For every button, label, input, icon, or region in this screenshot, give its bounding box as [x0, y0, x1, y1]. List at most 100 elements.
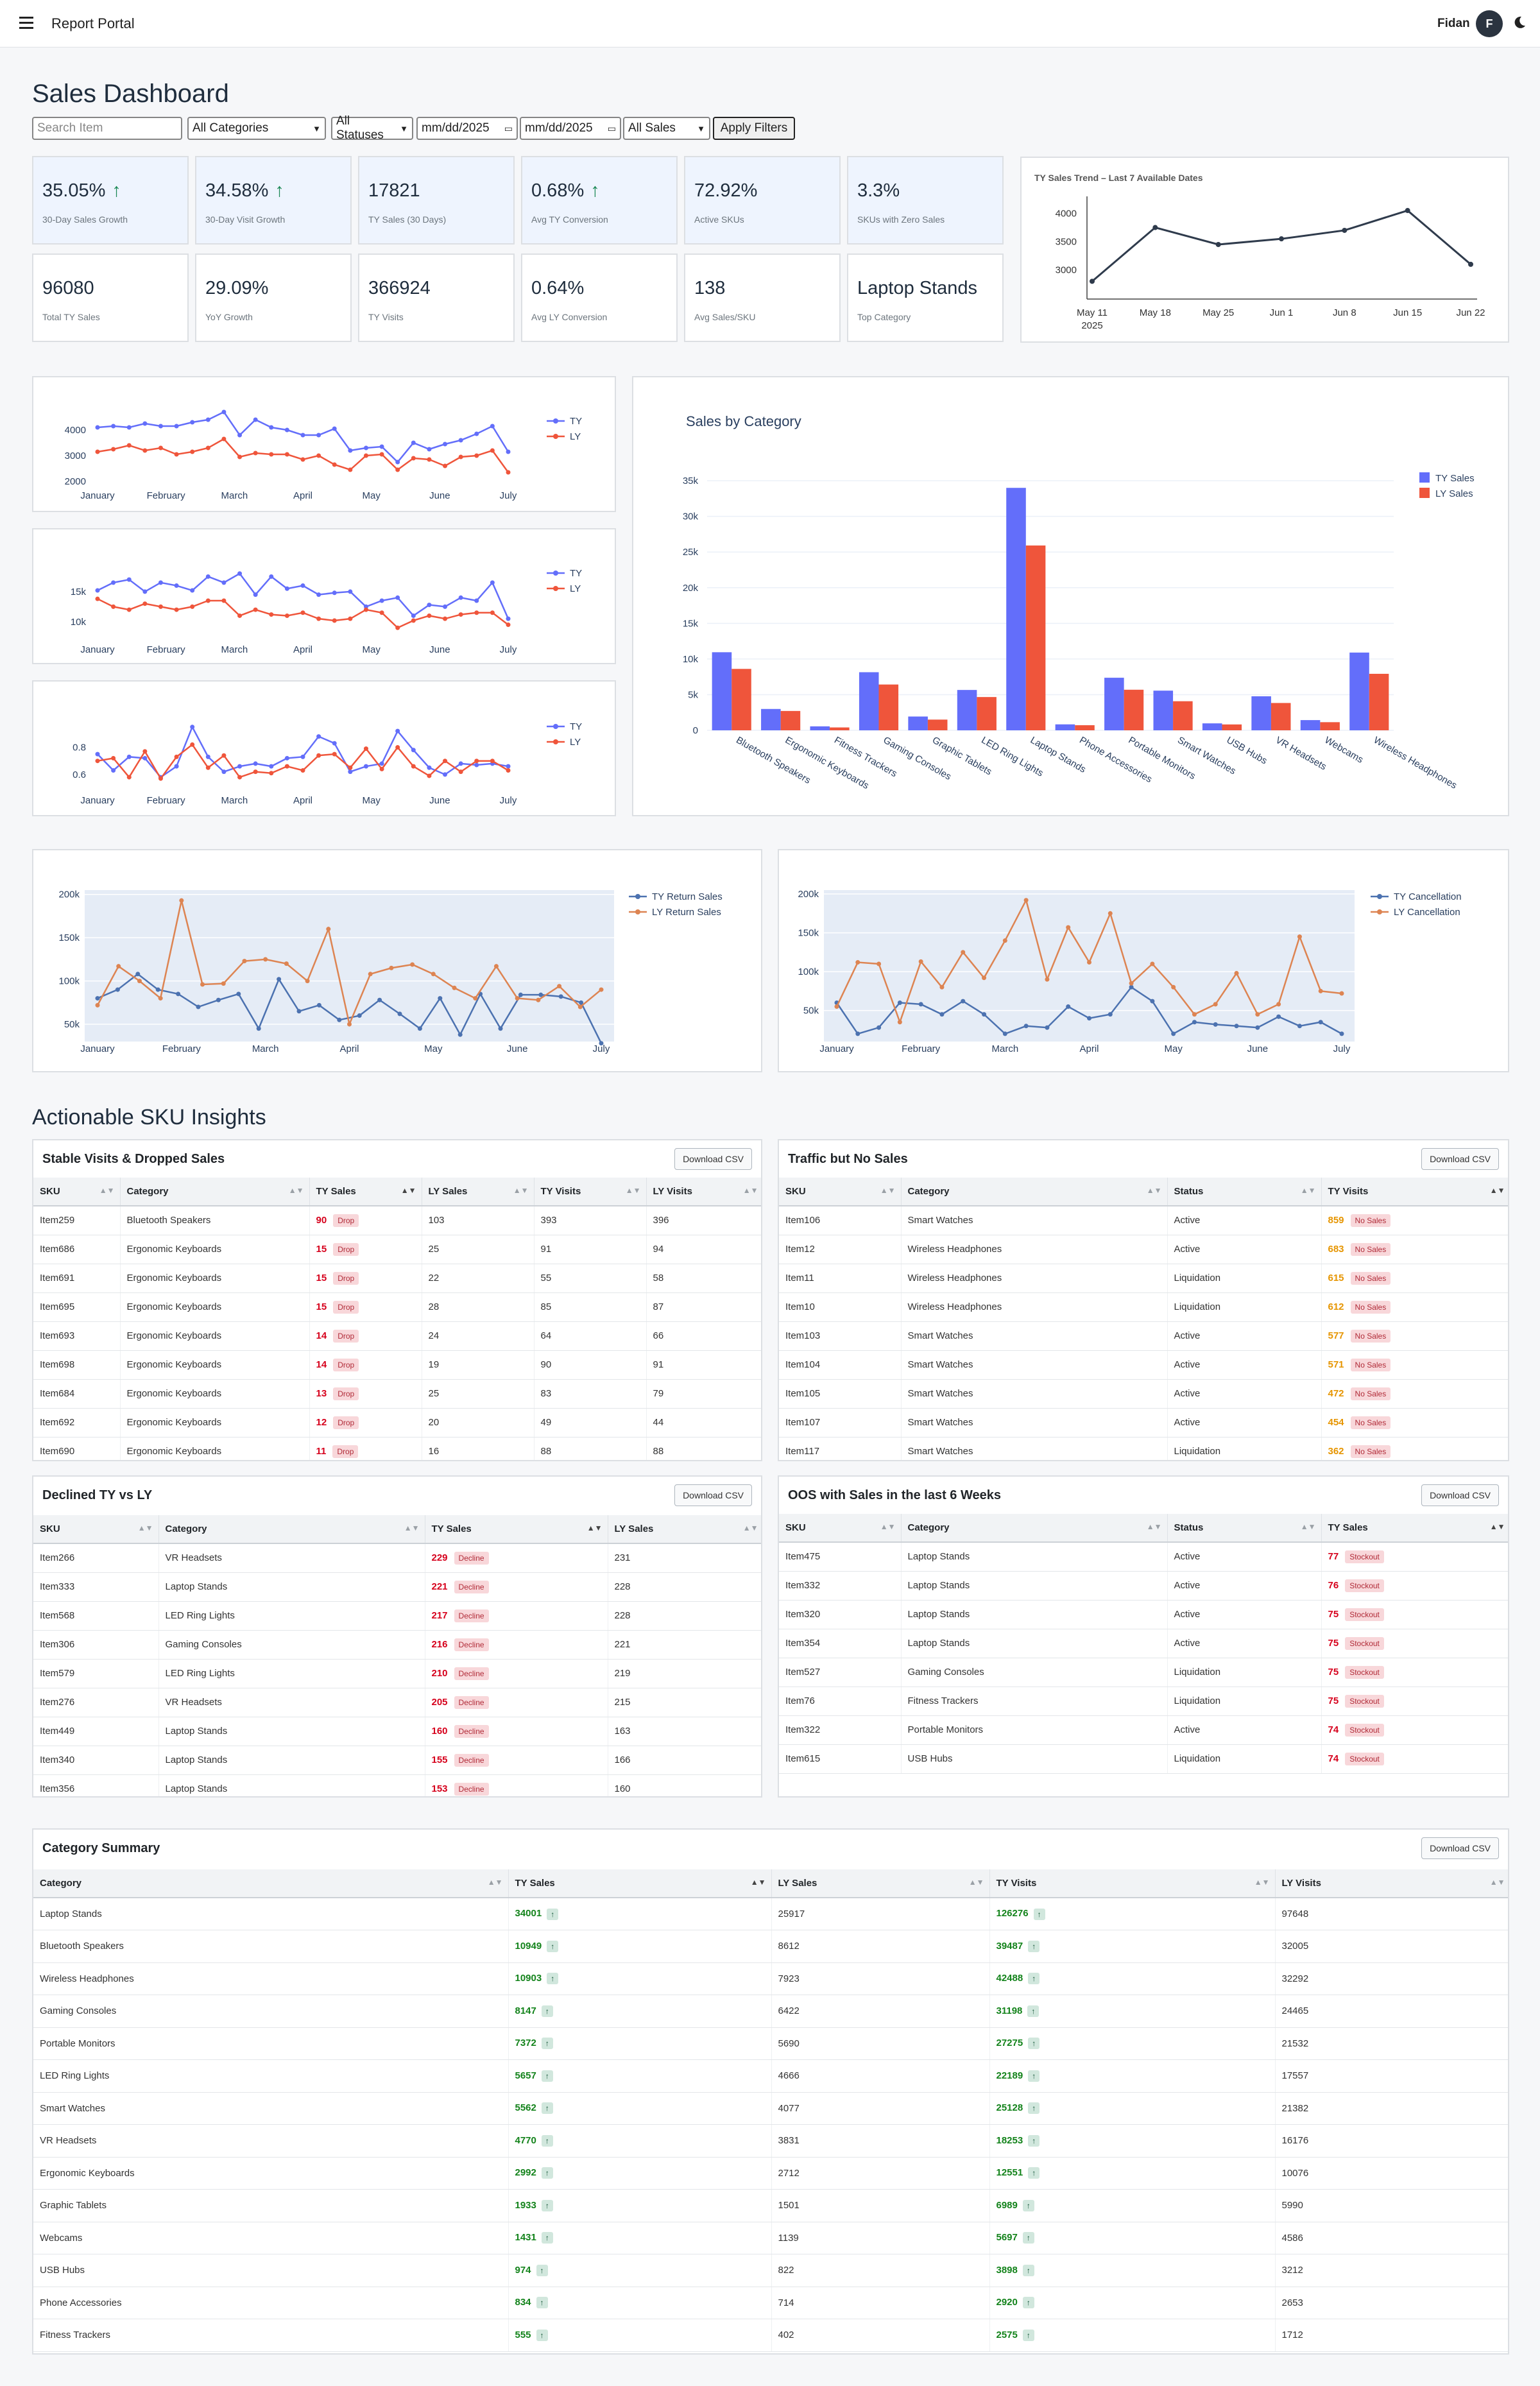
table-row[interactable]: Item684 Ergonomic Keyboards 13 Drop 25 83 79 [33, 1379, 761, 1409]
bar-ly[interactable] [878, 684, 899, 730]
column-header[interactable]: TY Sales ▲▼ [1321, 1514, 1508, 1543]
column-header[interactable]: LY Sales ▲▼ [771, 1869, 990, 1898]
column-header[interactable]: Category ▲▼ [158, 1515, 425, 1544]
bar-ty[interactable] [1202, 723, 1222, 730]
bar-ly[interactable] [830, 727, 850, 730]
bar-ly[interactable] [732, 669, 751, 730]
bar-ty[interactable] [1006, 488, 1026, 730]
table-row[interactable]: LED Ring Lights 5657 ↑ 4666 22189 ↑ 17557 [33, 2059, 1508, 2093]
sort-icon[interactable]: ▲▼ [99, 1186, 115, 1195]
moon-icon[interactable] [1512, 15, 1527, 30]
table-row[interactable]: Item306 Gaming Consoles 216 Decline 221 [33, 1630, 761, 1660]
column-header[interactable]: Category ▲▼ [120, 1178, 310, 1206]
sort-icon[interactable]: ▲▼ [513, 1186, 529, 1195]
bar-ty[interactable] [1104, 678, 1124, 730]
bar-ly[interactable] [927, 719, 948, 730]
column-header[interactable]: SKU ▲▼ [33, 1515, 159, 1544]
table-row[interactable]: Item106 Smart Watches Active 859 No Sales [779, 1206, 1508, 1235]
sort-icon[interactable]: ▲▼ [586, 1523, 603, 1532]
table-row[interactable]: Item104 Smart Watches Active 571 No Sales [779, 1350, 1508, 1380]
table-row[interactable]: Item259 Bluetooth Speakers 90 Drop 103 393 396 [33, 1206, 761, 1235]
column-header[interactable]: TY Visits ▲▼ [989, 1869, 1276, 1898]
column-header[interactable]: Category ▲▼ [901, 1178, 1168, 1206]
table-row[interactable]: Item690 Ergonomic Keyboards 11 Drop 16 88 88 [33, 1437, 761, 1460]
bar-ty[interactable] [1055, 724, 1075, 730]
sort-icon[interactable]: ▲▼ [487, 1878, 503, 1887]
bar-ly[interactable] [1173, 701, 1193, 730]
app-title[interactable]: Report Portal [51, 15, 135, 31]
sort-icon[interactable]: ▲▼ [1489, 1878, 1505, 1887]
table-row[interactable]: Item356 Laptop Stands 153 Decline 160 [33, 1774, 761, 1796]
bar-ly[interactable] [1075, 725, 1095, 730]
bar-ty[interactable] [1300, 720, 1321, 730]
table-row[interactable]: Item322 Portable Monitors Active 74 Stockout [779, 1715, 1508, 1745]
table-row[interactable]: Item579 LED Ring Lights 210 Decline 219 [33, 1659, 761, 1688]
bar-ly[interactable] [1369, 673, 1389, 730]
table-row[interactable]: Item354 Laptop Stands Active 75 Stockout [779, 1629, 1508, 1658]
table-row[interactable]: Item12 Wireless Headphones Active 683 No Sal… [779, 1235, 1508, 1264]
table-row[interactable]: Item10 Wireless Headphones Liquidation 612 N… [779, 1292, 1508, 1322]
table-row[interactable]: Item76 Fitness Trackers Liquidation 75 Stock… [779, 1687, 1508, 1716]
table-row[interactable]: Item107 Smart Watches Active 454 No Sales [779, 1408, 1508, 1438]
table-row[interactable]: VR Headsets 4770 ↑ 3831 18253 ↑ 16176 [33, 2124, 1508, 2158]
table-row[interactable]: Item276 VR Headsets 205 Decline 215 [33, 1688, 761, 1717]
table-row[interactable]: Item340 Laptop Stands 155 Decline 166 [33, 1746, 761, 1775]
column-header[interactable]: LY Sales ▲▼ [608, 1515, 761, 1544]
date-to-input[interactable]: mm/dd/2025 ▭ [520, 117, 621, 140]
column-header[interactable]: SKU ▲▼ [779, 1178, 902, 1206]
table-row[interactable]: USB Hubs 974 ↑ 822 3898 ↑ 3212 [33, 2254, 1508, 2287]
bar-ty[interactable] [761, 708, 781, 730]
column-header[interactable]: LY Visits ▲▼ [646, 1178, 761, 1206]
bar-ly[interactable] [1270, 703, 1291, 730]
sort-icon[interactable]: ▲▼ [750, 1878, 766, 1887]
bar-ly[interactable] [977, 697, 997, 730]
column-header[interactable]: SKU ▲▼ [779, 1514, 902, 1543]
bar-ly[interactable] [780, 710, 801, 730]
column-header[interactable]: TY Visits ▲▼ [1321, 1178, 1508, 1206]
table-row[interactable]: Graphic Tablets 1933 ↑ 1501 6989 ↑ 5990 [33, 2189, 1508, 2222]
column-header[interactable]: TY Sales ▲▼ [309, 1178, 422, 1206]
bar-ly[interactable] [1222, 724, 1242, 730]
search-input[interactable]: Search Item [32, 117, 182, 140]
bar-ty[interactable] [908, 716, 928, 730]
bar-ty[interactable] [1153, 691, 1174, 730]
table-row[interactable]: Item333 Laptop Stands 221 Decline 228 [33, 1572, 761, 1602]
column-header[interactable]: TY Sales ▲▼ [508, 1869, 772, 1898]
sort-icon[interactable]: ▲▼ [1146, 1186, 1162, 1195]
download-csv-button[interactable]: Download CSV [1421, 1148, 1499, 1170]
sort-icon[interactable]: ▲▼ [742, 1186, 758, 1195]
table-row[interactable]: Portable Monitors 7372 ↑ 5690 27275 ↑ 21532 [33, 2027, 1508, 2060]
table-row[interactable]: Gaming Consoles 8147 ↑ 6422 31198 ↑ 24465 [33, 1995, 1508, 2028]
column-header[interactable]: Status ▲▼ [1167, 1178, 1322, 1206]
avatar[interactable]: F [1476, 10, 1503, 37]
column-header[interactable]: TY Visits ▲▼ [534, 1178, 647, 1206]
bar-ty[interactable] [957, 690, 977, 730]
sort-icon[interactable]: ▲▼ [880, 1186, 896, 1195]
bar-ly[interactable] [1124, 689, 1144, 730]
sort-icon[interactable]: ▲▼ [137, 1523, 153, 1532]
table-row[interactable]: Bluetooth Speakers 10949 ↑ 8612 39487 ↑ 32005 [33, 1930, 1508, 1963]
sort-icon[interactable]: ▲▼ [742, 1523, 758, 1532]
table-row[interactable]: Laptop Stands 34001 ↑ 25917 126276 ↑ 97648 [33, 1898, 1508, 1930]
table-row[interactable]: Item695 Ergonomic Keyboards 15 Drop 28 85 87 [33, 1292, 761, 1322]
download-csv-button[interactable]: Download CSV [1421, 1837, 1499, 1859]
table-row[interactable]: Item527 Gaming Consoles Liquidation 75 Stock… [779, 1658, 1508, 1687]
table-row[interactable]: Item615 USB Hubs Liquidation 74 Stockout [779, 1744, 1508, 1774]
table-row[interactable]: Item692 Ergonomic Keyboards 12 Drop 20 49 44 [33, 1408, 761, 1438]
table-row[interactable]: Wireless Headphones 10903 ↑ 7923 42488 ↑ 32292 [33, 1962, 1508, 1995]
category-select[interactable]: All Categories ▼ [187, 117, 326, 140]
table-row[interactable]: Item475 Laptop Stands Active 77 Stockout [779, 1542, 1508, 1572]
sort-icon[interactable]: ▲▼ [880, 1522, 896, 1531]
sort-icon[interactable]: ▲▼ [288, 1186, 304, 1195]
bar-ty[interactable] [1251, 696, 1271, 730]
sort-icon[interactable]: ▲▼ [625, 1186, 641, 1195]
download-csv-button[interactable]: Download CSV [1421, 1484, 1499, 1506]
table-row[interactable]: Fitness Trackers 555 ↑ 402 2575 ↑ 1712 [33, 2319, 1508, 2352]
table-row[interactable]: Item11 Wireless Headphones Liquidation 615 N… [779, 1264, 1508, 1293]
bar-ly[interactable] [1320, 722, 1340, 730]
column-header[interactable]: SKU ▲▼ [33, 1178, 121, 1206]
status-select[interactable]: All Statuses ▼ [331, 114, 413, 142]
table-row[interactable]: Item320 Laptop Stands Active 75 Stockout [779, 1600, 1508, 1629]
bar-ty[interactable] [712, 652, 732, 730]
table-row[interactable]: Phone Accessories 834 ↑ 714 2920 ↑ 2653 [33, 2287, 1508, 2319]
